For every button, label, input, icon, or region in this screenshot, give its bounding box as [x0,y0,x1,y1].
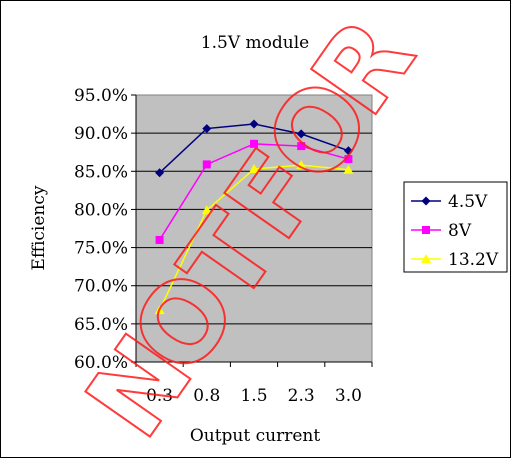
legend: 4.5V 8V 13.2V [403,181,508,273]
data-point [201,205,212,215]
data-point [249,119,259,129]
series-group [154,119,354,315]
chart-title: 1.5V module [201,33,309,53]
data-point [249,163,259,173]
y-tick-label: 60.0% [74,353,128,373]
plot-area [135,94,373,363]
y-tick-label: 75.0% [74,239,128,259]
data-point [343,146,353,156]
data-point [296,160,307,170]
legend-box [403,181,508,273]
x-tick-labels: 0.3 0.8 1.5 2.3 3.0 [146,386,362,406]
y-tick-label: 85.0% [74,162,128,182]
series-8V [155,139,353,244]
x-tick-label: 0.3 [146,386,173,406]
y-tick-label: 65.0% [74,315,128,335]
series-4.5V [155,119,353,178]
data-point [297,142,306,151]
x-tick-label: 2.3 [288,386,315,406]
data-point [343,164,354,174]
series-13.2V [154,160,354,315]
x-tick-label: 3.0 [335,386,362,406]
x-tick-label: 1.5 [240,386,267,406]
legend-label: 8V [448,221,472,241]
x-axis-label: Output current [190,426,321,446]
legend-label: 4.5V [448,192,488,212]
legend-entry: 8V [411,221,472,241]
data-point [202,124,212,134]
legend-marker [422,226,430,234]
legend-entry: 4.5V [411,192,488,212]
y-tick-label: 95.0% [74,86,128,106]
data-point [202,160,211,169]
y-axis-label: Efficiency [29,185,49,270]
y-tick-label: 80.0% [74,200,128,220]
y-tick-label: 90.0% [74,124,128,144]
legend-entry: 13.2V [411,250,499,270]
legend-marker [421,254,431,263]
legend-marker [421,196,431,206]
y-tick-labels: 60.0% 65.0% 70.0% 75.0% 80.0% 85.0% 90.0% 95.0% [74,86,128,373]
y-tick-label: 70.0% [74,277,128,297]
data-point [250,139,258,148]
x-tick-label: 0.8 [193,386,220,406]
data-point [155,168,165,178]
data-point [344,155,353,164]
data-point [296,129,306,139]
legend-label: 13.2V [448,250,499,270]
data-point [155,235,164,244]
data-point [154,305,165,315]
